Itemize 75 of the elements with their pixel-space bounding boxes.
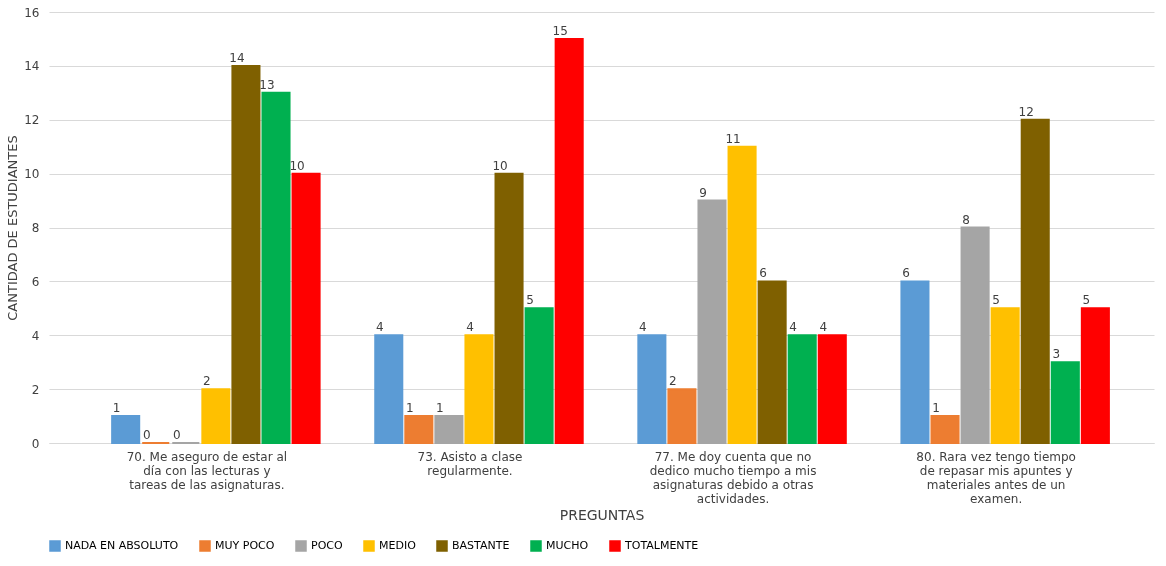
- data-label: 4: [819, 320, 828, 335]
- bar: [787, 334, 817, 444]
- bar: [637, 334, 667, 444]
- bar: [231, 64, 261, 444]
- y-tick-label: 14: [24, 59, 40, 74]
- data-label: 5: [1082, 293, 1091, 308]
- data-label: 4: [466, 320, 474, 335]
- x-axis-title: PREGUNTAS: [559, 506, 645, 523]
- data-label: 1: [112, 401, 121, 416]
- data-label: 4: [639, 320, 647, 335]
- y-tick-label: 4: [31, 328, 40, 343]
- bar: [434, 415, 464, 444]
- bar: [930, 415, 960, 444]
- x-tick-label: 70. Me aseguro de estar al día con las lecturas y tareas de las asignaturas.: [126, 449, 288, 492]
- data-label: 11: [725, 131, 741, 146]
- bar: [727, 145, 757, 444]
- bar: [1080, 307, 1110, 444]
- bar: [960, 226, 990, 444]
- data-label: 3: [1052, 347, 1061, 362]
- bar: [1050, 361, 1080, 444]
- x-tick-label: 73. Asisto a clase regularmente.: [417, 449, 523, 478]
- legend-label: MUY POCO: [215, 539, 275, 552]
- bar: [900, 280, 930, 444]
- y-tick-label: 2: [31, 382, 40, 397]
- data-label: 4: [789, 320, 797, 335]
- y-tick-label: 0: [31, 436, 40, 451]
- data-label: 9: [699, 185, 707, 200]
- bar: [201, 388, 231, 444]
- x-tick-label: 77. Me doy cuenta que no dedico mucho tiempo a mis asignaturas debido a otras actividades.: [649, 449, 817, 506]
- bar: [111, 415, 141, 444]
- bar: [757, 280, 787, 444]
- data-label: 12: [1018, 104, 1034, 119]
- y-tick-label: 12: [24, 113, 40, 128]
- data-label: 10: [289, 158, 305, 173]
- bar: [990, 307, 1020, 444]
- bar: [494, 172, 524, 444]
- data-label: 1: [406, 401, 414, 416]
- bar: [817, 334, 847, 444]
- bar: [291, 172, 321, 444]
- x-tick-label: 80. Rara vez tengo tiempo de repasar mis apuntes y materiales antes de un examen.: [916, 449, 1076, 506]
- y-tick-label: 6: [31, 274, 40, 289]
- data-label: 6: [759, 266, 767, 281]
- data-label: 5: [992, 293, 1000, 308]
- bar: [554, 37, 584, 444]
- data-label: 10: [492, 158, 508, 173]
- data-label: 1: [436, 401, 444, 416]
- data-label: 15: [552, 23, 568, 38]
- bar: [667, 388, 697, 444]
- legend-label: BASTANTE: [452, 539, 510, 552]
- legend-label: NADA EN ABSOLUTO: [65, 539, 179, 552]
- bar: [524, 307, 554, 444]
- bar: [697, 199, 727, 444]
- data-label: 2: [669, 374, 677, 389]
- y-tick-label: 10: [24, 167, 40, 182]
- data-label: 5: [526, 293, 534, 308]
- legend-label: POCO: [311, 539, 343, 552]
- legend-label: MEDIO: [379, 539, 417, 552]
- data-label: 0: [142, 428, 151, 442]
- y-tick-label: 8: [31, 221, 40, 235]
- y-axis-title: CANTIDAD DE ESTUDIANTES: [5, 135, 21, 321]
- legend-label: TOTALMENTE: [624, 539, 699, 552]
- bar: [374, 334, 404, 444]
- data-label: 2: [203, 374, 211, 389]
- bar: [261, 91, 291, 444]
- data-label: 6: [902, 266, 910, 281]
- bar: [404, 415, 434, 444]
- data-label: 1: [932, 401, 940, 416]
- data-label: 4: [375, 320, 384, 335]
- bar: [1020, 118, 1050, 444]
- data-label: 0: [172, 428, 181, 442]
- data-label: 8: [962, 212, 970, 227]
- legend-label: MUCHO: [546, 539, 589, 552]
- data-label: 14: [229, 50, 245, 65]
- y-tick-label: 16: [24, 5, 40, 20]
- bar: [464, 334, 494, 444]
